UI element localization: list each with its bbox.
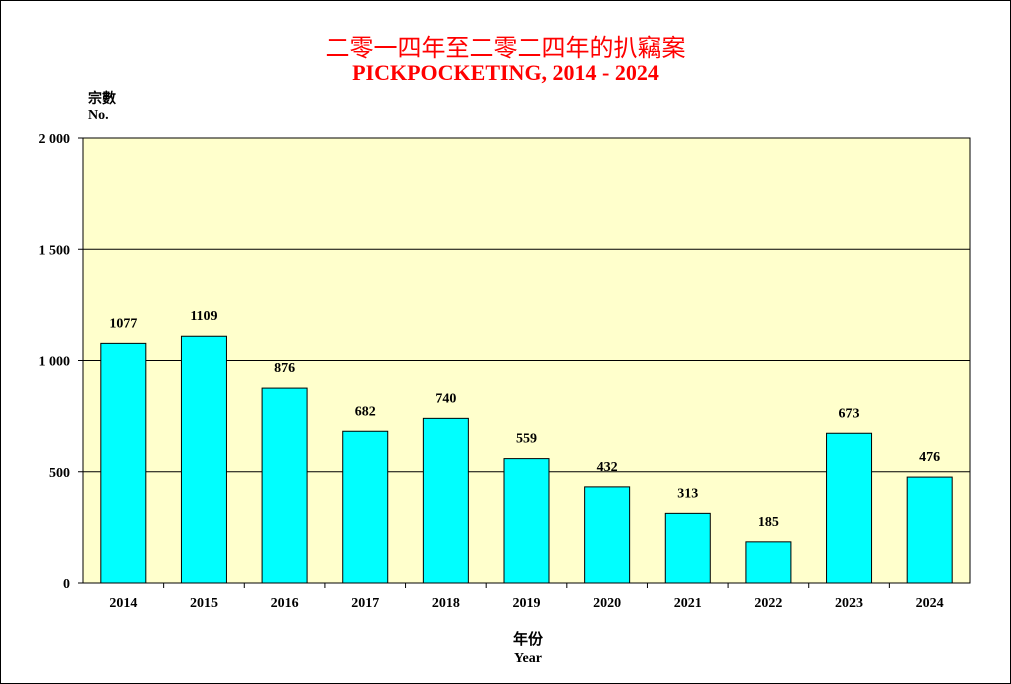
chart-title-chinese: 二零一四年至二零二四年的扒竊案 bbox=[325, 34, 686, 62]
x-tick-label: 2015 bbox=[190, 596, 218, 611]
y-tick-label: 2 000 bbox=[39, 132, 71, 147]
bar bbox=[664, 512, 711, 584]
bar bbox=[745, 541, 792, 584]
x-tick-label: 2021 bbox=[674, 596, 702, 611]
x-tick-label: 2018 bbox=[432, 596, 460, 611]
bar-value-label: 432 bbox=[597, 460, 618, 475]
bar-value-label: 559 bbox=[516, 432, 537, 447]
bar bbox=[906, 476, 953, 584]
bar-value-label: 476 bbox=[919, 450, 940, 465]
x-tick-label: 2017 bbox=[351, 596, 379, 611]
bar bbox=[100, 342, 147, 584]
x-tick-label: 2016 bbox=[271, 596, 299, 611]
bar bbox=[261, 387, 308, 584]
y-tick-label: 0 bbox=[63, 577, 70, 592]
y-axis-label-chinese: 宗數 bbox=[88, 91, 116, 107]
y-tick-label: 1 500 bbox=[39, 243, 71, 258]
bar bbox=[503, 458, 550, 584]
bar bbox=[180, 335, 227, 584]
bar-value-label: 740 bbox=[435, 391, 456, 406]
bar-value-label: 313 bbox=[677, 486, 698, 501]
bar-value-label: 185 bbox=[758, 515, 779, 530]
x-axis-label: Year bbox=[514, 651, 542, 666]
x-tick-label: 2024 bbox=[916, 596, 944, 611]
x-tick-label: 2020 bbox=[593, 596, 621, 611]
y-tick-label: 1 000 bbox=[39, 355, 71, 370]
x-tick-label: 2019 bbox=[513, 596, 541, 611]
chart-title: PICKPOCKETING, 2014 - 2024 bbox=[352, 60, 659, 85]
x-tick-label: 2023 bbox=[835, 596, 863, 611]
bar-value-label: 673 bbox=[839, 406, 860, 421]
bar-value-label: 1109 bbox=[190, 309, 217, 324]
x-axis-label-chinese: 年份 bbox=[512, 630, 543, 648]
x-tick-label: 2022 bbox=[754, 596, 782, 611]
x-tick-label: 2014 bbox=[109, 596, 137, 611]
bar-value-label: 682 bbox=[355, 404, 376, 419]
bar-value-label: 876 bbox=[274, 361, 295, 376]
bar bbox=[342, 430, 389, 584]
bar-value-label: 1077 bbox=[109, 316, 137, 331]
bar bbox=[422, 417, 469, 584]
bar bbox=[826, 432, 873, 584]
y-tick-label: 500 bbox=[49, 466, 70, 481]
y-axis-label: No. bbox=[88, 108, 109, 123]
bar bbox=[584, 486, 631, 584]
